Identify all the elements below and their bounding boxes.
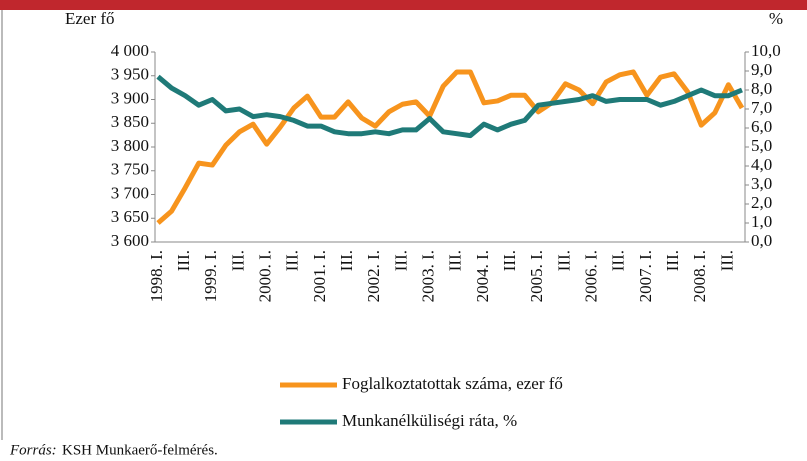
x-tick-label: III. xyxy=(337,250,356,271)
y2-tick-label: 6,0 xyxy=(751,117,772,136)
y-axis-label: Ezer fő xyxy=(65,9,115,28)
x-tick-label: 2004. I. xyxy=(473,250,492,302)
y-tick-label: 3 750 xyxy=(111,160,149,179)
y-tick-label: 4 000 xyxy=(111,41,149,60)
source-text: KSH Munkaerő-felmérés. xyxy=(62,442,218,458)
x-tick-label: 2000. I. xyxy=(256,250,275,302)
y2-axis-label: % xyxy=(769,9,783,28)
x-tick-label: 2007. I. xyxy=(636,250,655,302)
x-tick-label: 1999. I. xyxy=(201,250,220,302)
x-tick-label: III. xyxy=(446,250,465,271)
y2-tick-label: 3,0 xyxy=(751,174,772,193)
y-tick-label: 3 950 xyxy=(111,65,149,84)
y-tick-label: 3 850 xyxy=(111,112,149,131)
y2-tick-label: 4,0 xyxy=(751,155,772,174)
y-tick-label: 3 800 xyxy=(111,136,149,155)
x-tick-label: 2003. I. xyxy=(419,250,438,302)
y-tick-label: 3 650 xyxy=(111,207,149,226)
x-tick-label: III. xyxy=(228,250,247,271)
legend-label: Foglalkoztatottak száma, ezer fő xyxy=(342,374,563,393)
legend-label: Munkanélküliségi ráta, % xyxy=(342,411,517,430)
y2-tick-label: 0,0 xyxy=(751,231,772,250)
source-label: Forrás: xyxy=(9,442,57,458)
x-tick-label: III. xyxy=(391,250,410,271)
x-tick-label: III. xyxy=(717,250,736,271)
x-tick-label: 2002. I. xyxy=(364,250,383,302)
x-tick-label: 2006. I. xyxy=(582,250,601,302)
x-tick-label: III. xyxy=(283,250,302,271)
y2-tick-label: 7,0 xyxy=(751,98,772,117)
x-tick-label: 2005. I. xyxy=(527,250,546,302)
x-tick-label: III. xyxy=(500,250,519,271)
x-tick-label: 1998. I. xyxy=(147,250,166,302)
series-line xyxy=(156,74,743,139)
x-tick-label: 2001. I. xyxy=(310,250,329,302)
y-tick-label: 3 900 xyxy=(111,88,149,107)
y2-tick-label: 5,0 xyxy=(751,136,772,155)
y2-tick-label: 8,0 xyxy=(751,79,772,98)
x-tick-label: III. xyxy=(609,250,628,271)
x-tick-label: III. xyxy=(663,250,682,271)
y2-tick-label: 9,0 xyxy=(751,60,772,79)
y-tick-label: 3 600 xyxy=(111,231,149,250)
top-bar xyxy=(0,0,807,10)
x-tick-label: III. xyxy=(554,250,573,271)
x-tick-label: 2008. I. xyxy=(690,250,709,302)
y-tick-label: 3 700 xyxy=(111,183,149,202)
series-line xyxy=(156,69,745,225)
y2-tick-label: 2,0 xyxy=(751,193,772,212)
y2-tick-label: 10,0 xyxy=(751,41,781,60)
x-tick-label: III. xyxy=(174,250,193,271)
y2-tick-label: 1,0 xyxy=(751,212,772,231)
